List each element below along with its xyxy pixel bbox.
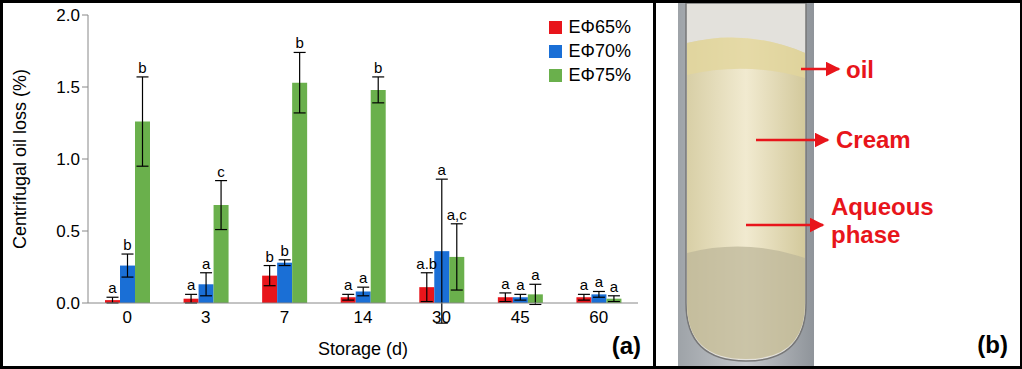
svg-text:c: c: [217, 163, 225, 180]
svg-text:a: a: [516, 276, 525, 293]
svg-text:b: b: [265, 248, 273, 265]
svg-text:0.5: 0.5: [56, 222, 80, 241]
svg-text:a: a: [344, 276, 353, 293]
svg-text:a: a: [187, 276, 196, 293]
svg-text:b: b: [295, 34, 303, 51]
html-text:EΦ70%: EΦ70%: [568, 41, 631, 61]
svg-text:60: 60: [589, 308, 608, 327]
svg-text:Storage (d): Storage (d): [318, 339, 408, 359]
svg-text:b: b: [374, 59, 382, 76]
svg-text:0.0: 0.0: [56, 294, 80, 313]
html-text:EΦ65%: EΦ65%: [568, 17, 631, 37]
svg-text:1.0: 1.0: [56, 150, 80, 169]
svg-text:b: b: [280, 242, 288, 259]
svg-text:Cream: Cream: [836, 126, 911, 153]
svg-text:a: a: [359, 269, 368, 286]
svg-text:a: a: [531, 266, 540, 283]
html-text:EΦ75%: EΦ75%: [568, 65, 631, 85]
svg-text:45: 45: [511, 308, 530, 327]
svg-text:(b): (b): [977, 331, 1008, 358]
svg-text:a: a: [580, 276, 589, 293]
svg-text:0: 0: [123, 308, 132, 327]
svg-text:a: a: [501, 275, 510, 292]
svg-text:a,c: a,c: [447, 206, 468, 223]
svg-text:3: 3: [201, 308, 210, 327]
svg-text:a: a: [202, 255, 211, 272]
svg-text:a: a: [595, 273, 604, 290]
svg-text:30: 30: [432, 308, 451, 327]
svg-text:b: b: [138, 59, 146, 76]
svg-text:oil: oil: [846, 56, 874, 83]
svg-text:b: b: [123, 236, 131, 253]
svg-text:Centrifugal oil loss (%): Centrifugal oil loss (%): [10, 69, 30, 249]
svg-text:2.0: 2.0: [56, 6, 80, 25]
svg-text:a: a: [108, 279, 117, 296]
svg-text:7: 7: [280, 308, 289, 327]
svg-text:a: a: [610, 278, 619, 295]
svg-text:14: 14: [354, 308, 373, 327]
svg-text:Aqueousphase: Aqueousphase: [831, 193, 934, 248]
svg-text:a.b: a.b: [416, 255, 437, 272]
svg-text:1.5: 1.5: [56, 78, 80, 97]
html-text:(a): (a): [611, 332, 641, 359]
svg-text:a: a: [438, 161, 447, 178]
